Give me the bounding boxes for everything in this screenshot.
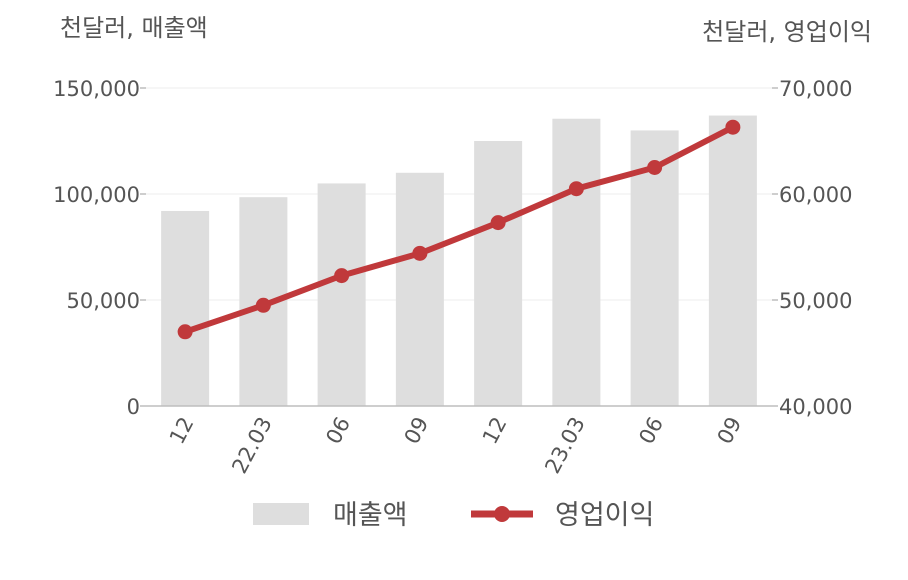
legend: 매출액 영업이익 — [253, 500, 654, 531]
right-tick-label: 60,000 — [779, 183, 852, 207]
legend-label-line: 영업이익 — [555, 500, 654, 531]
x-axis-ticks: 12 22.03 06 09 12 23.03 06 09 — [165, 413, 746, 477]
right-axis-unit-label: 천달러, 영업이익 — [702, 18, 872, 46]
bar — [317, 183, 366, 406]
bar-series — [161, 115, 757, 407]
axes — [140, 87, 778, 407]
line-point — [647, 160, 663, 175]
right-axis-ticks: 40,000 50,000 60,000 70,000 — [779, 77, 852, 419]
legend-label-bar: 매출액 — [333, 500, 408, 531]
bar — [708, 115, 757, 406]
x-tick-label: 09 — [400, 413, 434, 448]
line-point — [255, 297, 271, 313]
x-tick-label: 06 — [634, 413, 668, 448]
x-tick-label: 12 — [478, 413, 512, 448]
line-series — [177, 119, 741, 340]
x-tick-label: 12 — [165, 413, 199, 448]
legend-swatch-marker — [494, 506, 510, 522]
x-tick-label: 23.03 — [540, 413, 589, 477]
bar — [161, 210, 210, 406]
line-path — [182, 124, 736, 335]
left-tick-label: 50,000 — [67, 289, 140, 313]
x-tick-label: 09 — [713, 413, 747, 448]
x-tick-label: 22.03 — [227, 413, 276, 477]
left-tick-label: 0 — [127, 395, 140, 419]
bar — [630, 130, 679, 406]
line-point — [334, 268, 350, 284]
right-tick-label: 50,000 — [779, 289, 852, 313]
line-point — [568, 181, 584, 197]
line-point — [412, 245, 428, 261]
bar — [395, 172, 444, 406]
left-axis-unit-label: 천달러, 매출액 — [60, 14, 208, 42]
left-tick-label: 100,000 — [53, 183, 140, 207]
line-point — [177, 324, 193, 340]
left-axis-ticks: 0 50,000 100,000 150,000 — [53, 77, 140, 419]
right-tick-label: 40,000 — [779, 395, 852, 419]
legend-swatch-bar — [253, 503, 309, 525]
left-tick-label: 150,000 — [53, 77, 140, 101]
bar — [552, 118, 601, 407]
bar — [474, 141, 523, 406]
right-tick-label: 70,000 — [779, 77, 852, 101]
line-point — [490, 215, 506, 231]
x-tick-label: 06 — [321, 413, 355, 448]
line-point — [725, 119, 741, 135]
